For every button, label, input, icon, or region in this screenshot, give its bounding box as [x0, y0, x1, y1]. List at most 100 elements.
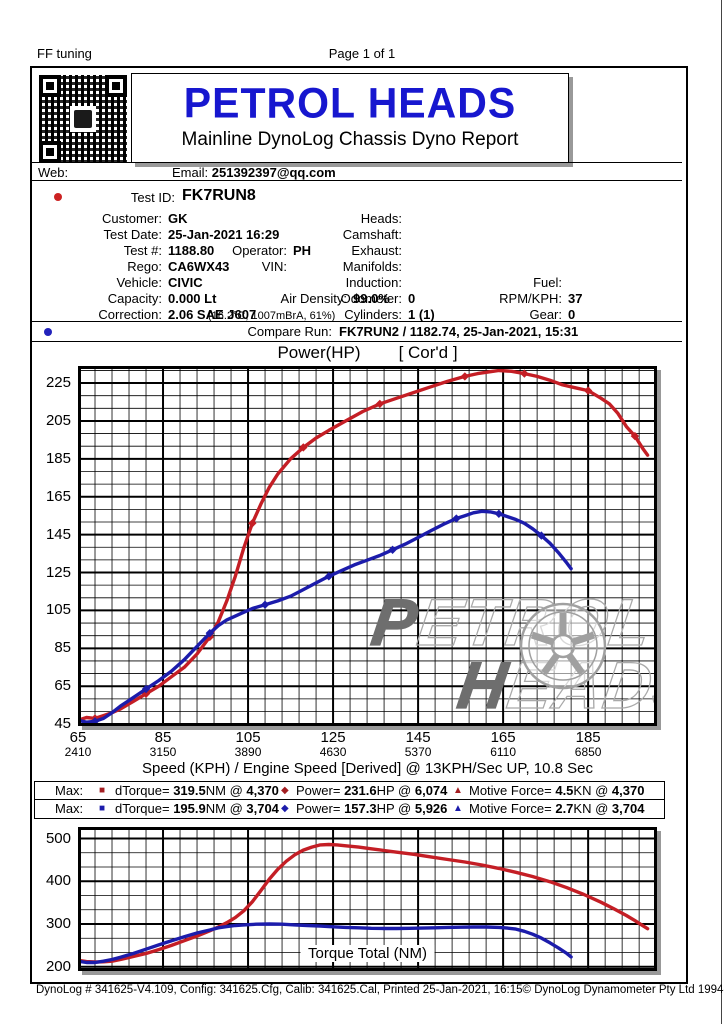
- x-tick-rpm: 3890: [234, 745, 262, 759]
- x-tick-kph: 185: [575, 729, 601, 746]
- x-tick-rpm: 6850: [574, 745, 602, 759]
- y-tick-label: 300: [45, 914, 71, 932]
- page-edge-line: [721, 0, 722, 1024]
- x-tick-rpm: 2410: [64, 745, 92, 759]
- air-density-value: 99.0%: [353, 291, 390, 306]
- x-tick-kph: 165: [490, 729, 516, 746]
- divider: [32, 162, 682, 163]
- triangle-marker-icon: ▲: [453, 803, 463, 814]
- square-marker-icon: ■: [99, 785, 106, 796]
- camshaft-label: Camshaft:: [342, 227, 402, 242]
- customer-label: Customer:: [102, 211, 162, 226]
- max-values-legend: Max: ■ dTorque= 319.5NM @ 4,370 ◆ Power=…: [34, 781, 665, 819]
- qr-finder-icon: [105, 75, 127, 97]
- air-density-label: Air Density:: [280, 291, 347, 306]
- run-bullet-icon: [54, 193, 62, 201]
- motive-force-max: Motive Force= 2.7KN @ 3,704: [469, 801, 645, 816]
- web-label: Web:: [38, 165, 69, 180]
- x-tick-kph: 145: [405, 729, 431, 746]
- x-tick-kph: 85: [154, 729, 172, 746]
- x-tick-rpm: 3150: [149, 745, 177, 759]
- power-chart: Power(HP) [ Cor'd ] PETROL HEADS: [46, 343, 657, 777]
- exhaust-label: Exhaust:: [351, 243, 402, 258]
- rego-label: Rego:: [127, 259, 162, 274]
- report-subtitle: Mainline DynoLog Chassis Dyno Report: [181, 129, 519, 150]
- shop-logo-box: PETROL HEADS Mainline DynoLog Chassis Dy…: [131, 73, 569, 163]
- y-tick-label: 145: [45, 525, 71, 543]
- manifolds-label: Manifolds:: [342, 259, 402, 274]
- watermark-wheel-icon: [519, 602, 607, 690]
- max-label: Max:: [55, 783, 84, 798]
- report-frame: PETROL HEADS Mainline DynoLog Chassis Dy…: [30, 66, 688, 984]
- power-max: Power= 157.3HP @ 5,926: [296, 801, 448, 816]
- y-tick-label: 125: [45, 563, 71, 581]
- power-plot-area: PETROL HEADS: [78, 366, 657, 726]
- y-tick-label: 225: [45, 374, 71, 392]
- correction-label: Correction:: [98, 307, 162, 322]
- gear-value: 0: [568, 307, 576, 322]
- x-tick-rpm: 4630: [319, 745, 347, 759]
- dtorque-max: dTorque= 195.9NM @ 3,704: [115, 801, 279, 816]
- induction-label: Induction:: [345, 275, 402, 290]
- test-number-value: 1188.80: [168, 243, 215, 258]
- square-marker-icon: ■: [99, 803, 106, 814]
- info-row: Customer: GK Heads:: [32, 211, 682, 226]
- info-row: Rego: CA6WX43 VIN: Manifolds:: [32, 259, 682, 274]
- customer-value: GK: [168, 211, 188, 226]
- vehicle-label: Vehicle:: [116, 275, 162, 290]
- x-tick-kph: 65: [69, 729, 87, 746]
- email-value: 251392397@qq.com: [211, 165, 336, 180]
- x-tick-kph: 105: [235, 729, 261, 746]
- odometer-label: Odometer:: [340, 291, 402, 306]
- y-tick-label: 400: [45, 872, 71, 890]
- rego-value: CA6WX43: [168, 259, 230, 274]
- y-tick-label: 205: [45, 411, 71, 429]
- y-tick-label: 65: [54, 677, 71, 695]
- info-row: Test Date: 25-Jan-2021 16:29 Camshaft:: [32, 227, 682, 242]
- legend-row-compare: Max: ■ dTorque= 195.9NM @ 3,704 ◆ Power=…: [35, 800, 664, 817]
- y-tick-label: 200: [45, 957, 71, 975]
- y-tick-label: 500: [45, 829, 71, 847]
- odometer-value: 0: [408, 291, 416, 306]
- y-tick-label: 85: [54, 639, 71, 657]
- info-row: Test #: 1188.80 Operator: PH Exhaust:: [32, 243, 682, 258]
- x-tick-rpm: 6110: [490, 745, 517, 759]
- footer-copyright: © DynoLog Dynamometer Pty Ltd 1994-2019: [522, 984, 724, 996]
- power-max: Power= 231.6HP @ 6,074: [296, 783, 448, 798]
- y-tick-label: 45: [54, 715, 71, 733]
- power-chart-title: Power(HP) [ Cor'd ]: [78, 343, 657, 363]
- max-label: Max:: [55, 801, 84, 816]
- power-x-axis-title: Speed (KPH) / Engine Speed [Derived] @ 1…: [141, 760, 594, 777]
- cylinders-value: 1 (1): [408, 307, 435, 322]
- gear-label: Gear:: [529, 307, 562, 322]
- rpm-kph-value: 37: [568, 291, 583, 306]
- rpm-kph-label: RPM/KPH:: [499, 291, 562, 306]
- shop-name: PETROL HEADS: [183, 78, 517, 128]
- qr-code: [39, 75, 127, 163]
- test-date-label: Test Date:: [103, 227, 162, 242]
- triangle-marker-icon: ▲: [453, 785, 463, 796]
- y-tick-label: 105: [45, 601, 71, 619]
- legend-row-current: Max: ■ dTorque= 319.5NM @ 4,370 ◆ Power=…: [35, 782, 664, 800]
- diamond-marker-icon: ◆: [281, 803, 289, 814]
- info-row: Correction: 2.06 SAE J607 (16.2°C, 1007m…: [32, 307, 682, 322]
- test-id-value: FK7RUN8: [182, 187, 256, 204]
- compare-run-row: Compare Run: FK7RUN2 / 1182.74, 25-Jan-2…: [32, 324, 682, 340]
- divider: [32, 321, 682, 322]
- fuel-label: Fuel:: [533, 275, 562, 290]
- compare-run-label: Compare Run:: [247, 324, 332, 339]
- correction-conditions: (16.2°C, 1007mBrA, 61%): [208, 310, 336, 322]
- test-number-label: Test #:: [123, 243, 162, 258]
- power-chart-title-text: Power(HP): [277, 343, 361, 362]
- x-tick-rpm: 5370: [404, 745, 432, 759]
- torque-chart: Torque Total (NM) 500 400 300 200: [46, 827, 657, 975]
- x-tick-kph: 125: [320, 729, 346, 746]
- email-label: Email:: [172, 165, 209, 180]
- motive-force-max: Motive Force= 4.5KN @ 4,370: [469, 783, 645, 798]
- qr-finder-icon: [39, 75, 61, 97]
- diamond-marker-icon: ◆: [281, 785, 289, 796]
- watermark-container: PETROL HEADS: [78, 366, 657, 726]
- operator-label: Operator:: [232, 243, 287, 258]
- torque-plot-area: Torque Total (NM): [78, 827, 657, 971]
